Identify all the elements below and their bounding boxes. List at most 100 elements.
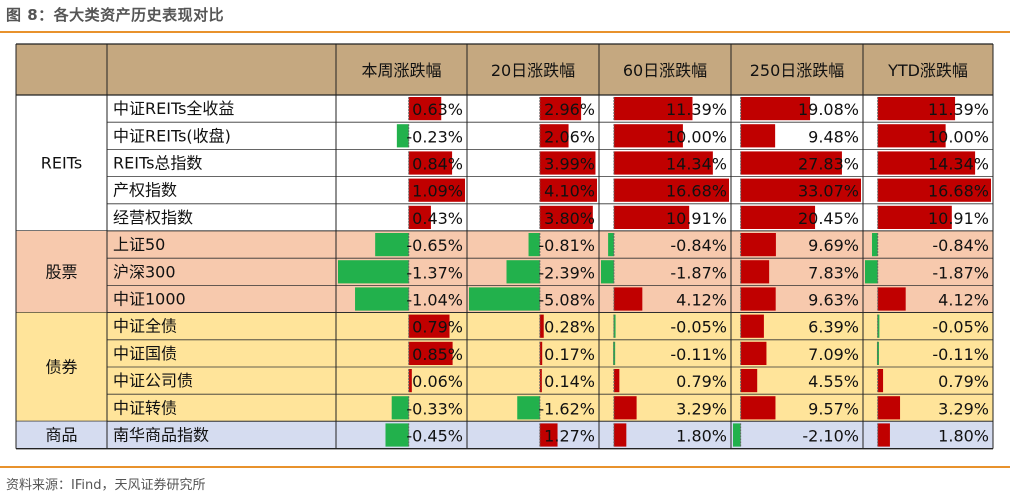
positive-bar <box>539 178 597 202</box>
value-label: -0.84% <box>932 236 989 255</box>
negative-bar <box>506 260 540 284</box>
row-label: 沪深300 <box>113 262 176 281</box>
value-label: 2.06% <box>544 127 595 146</box>
positive-bar <box>539 205 593 229</box>
row-label: 中证转债 <box>113 398 177 417</box>
positive-bar <box>539 151 596 175</box>
positive-bar <box>740 314 764 338</box>
positive-bar <box>613 369 620 393</box>
value-label: 9.57% <box>808 399 859 418</box>
value-label: -1.87% <box>932 263 989 282</box>
value-label: 9.69% <box>808 236 859 255</box>
row-label: REITs总指数 <box>113 154 202 173</box>
positive-bar <box>740 260 770 284</box>
value-label: 0.84% <box>412 155 463 174</box>
value-label: 20.45% <box>798 209 859 228</box>
value-label: -0.84% <box>670 236 727 255</box>
value-label: -0.05% <box>670 318 727 337</box>
positive-bar <box>408 205 431 229</box>
value-label: 0.79% <box>412 318 463 337</box>
positive-bar <box>877 205 952 229</box>
value-label: -1.37% <box>406 263 463 282</box>
row-label: 中证国债 <box>113 344 177 363</box>
value-label: 1.80% <box>676 427 727 446</box>
value-label: -0.11% <box>932 345 989 364</box>
negative-bar <box>375 233 409 257</box>
value-label: -1.04% <box>406 291 463 310</box>
value-label: 1.27% <box>544 427 595 446</box>
positive-bar <box>740 97 811 121</box>
group-label: 股票 <box>45 262 77 281</box>
value-label: 9.63% <box>808 291 859 310</box>
column-header: 60日涨跌幅 <box>623 61 707 80</box>
positive-bar <box>613 151 713 175</box>
value-label: 0.79% <box>938 372 989 391</box>
value-label: 16.68% <box>666 182 727 201</box>
row-label: 产权指数 <box>113 181 177 200</box>
positive-bar <box>539 423 558 447</box>
group-band <box>16 421 993 449</box>
negative-bar <box>733 423 741 447</box>
row-label: 中证全债 <box>113 317 177 336</box>
positive-bar <box>877 124 946 148</box>
value-label: 14.34% <box>666 155 727 174</box>
positive-bar <box>877 178 991 202</box>
positive-bar <box>877 151 976 175</box>
positive-bar <box>877 423 890 447</box>
negative-bar <box>338 260 409 284</box>
negative-bar <box>608 233 614 257</box>
value-label: 10.00% <box>666 127 727 146</box>
value-label: 4.55% <box>808 372 859 391</box>
negative-bar <box>396 124 409 148</box>
positive-bar <box>877 396 901 420</box>
row-label: 中证公司债 <box>113 371 193 390</box>
positive-bar <box>613 178 729 202</box>
value-label: 3.29% <box>676 399 727 418</box>
positive-bar <box>740 178 861 202</box>
value-label: -0.45% <box>406 427 463 446</box>
column-header: 本周涨跌幅 <box>361 61 441 80</box>
row-label: 南华商品指数 <box>113 426 209 445</box>
negative-bar <box>385 423 409 447</box>
column-header: YTD涨跌幅 <box>887 61 968 80</box>
value-label: 10.91% <box>928 209 989 228</box>
positive-bar <box>613 124 683 148</box>
value-label: -2.39% <box>538 263 595 282</box>
value-label: -1.87% <box>670 263 727 282</box>
row-label: 中证REITs(收盘) <box>113 126 231 145</box>
value-label: 4.12% <box>676 291 727 310</box>
positive-bar <box>408 97 442 121</box>
value-label: 14.34% <box>928 155 989 174</box>
value-label: 11.39% <box>928 100 989 119</box>
positive-bar <box>877 369 884 393</box>
value-label: -2.10% <box>802 427 859 446</box>
positive-bar <box>613 423 627 447</box>
performance-table: 本周涨跌幅 20日涨跌幅 60日涨跌幅 250日涨跌幅 YTD涨跌幅 REITs 中证REI… <box>15 43 994 450</box>
value-label: -0.65% <box>406 236 463 255</box>
value-label: -0.23% <box>406 127 463 146</box>
title-rule <box>0 31 1010 33</box>
value-label: 0.28% <box>544 318 595 337</box>
column-header: 250日涨跌幅 <box>750 61 845 80</box>
column-header: 20日涨跌幅 <box>491 61 575 80</box>
positive-bar <box>740 205 816 229</box>
value-label: 0.85% <box>412 345 463 364</box>
figure-title: 图 8：各大类资产历史表现对比 <box>6 6 225 24</box>
value-label: 0.14% <box>544 372 595 391</box>
positive-bar <box>740 124 776 148</box>
positive-bar <box>408 369 412 393</box>
value-label: 11.39% <box>666 100 727 119</box>
value-label: 0.63% <box>412 100 463 119</box>
header-row <box>16 44 993 95</box>
row-label: 中证REITs全收益 <box>113 99 234 118</box>
value-label: 7.09% <box>808 345 859 364</box>
value-label: 3.99% <box>544 155 595 174</box>
value-label: 4.10% <box>544 182 595 201</box>
negative-bar <box>517 396 540 420</box>
value-label: -0.11% <box>670 345 727 364</box>
value-label: 0.43% <box>412 209 463 228</box>
value-label: -0.05% <box>932 318 989 337</box>
value-label: -5.08% <box>538 291 595 310</box>
value-label: -1.62% <box>538 399 595 418</box>
negative-bar <box>613 314 616 338</box>
